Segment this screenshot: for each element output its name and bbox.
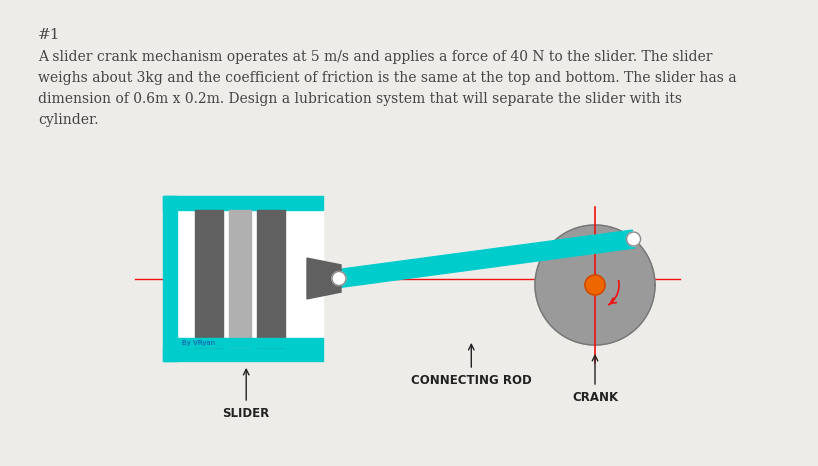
Polygon shape — [307, 258, 341, 299]
Bar — [257, 210, 285, 347]
Bar — [163, 196, 177, 361]
Text: #1: #1 — [38, 28, 61, 42]
Bar — [229, 210, 251, 347]
Text: By VRyan: By VRyan — [182, 340, 215, 346]
Bar — [163, 196, 323, 210]
Text: SLIDER: SLIDER — [222, 407, 270, 420]
Text: A slider crank mechanism operates at 5 m/s and applies a force of 40 N to the sl: A slider crank mechanism operates at 5 m… — [38, 50, 737, 127]
Text: CONNECTING ROD: CONNECTING ROD — [411, 374, 532, 387]
Bar — [338, 230, 635, 288]
Text: CRANK: CRANK — [572, 391, 618, 404]
Circle shape — [332, 272, 346, 286]
Bar — [177, 338, 323, 347]
Bar — [195, 210, 223, 347]
Bar — [177, 210, 323, 347]
Circle shape — [627, 232, 640, 246]
Polygon shape — [535, 225, 655, 345]
Bar — [163, 347, 323, 361]
Circle shape — [585, 275, 605, 295]
